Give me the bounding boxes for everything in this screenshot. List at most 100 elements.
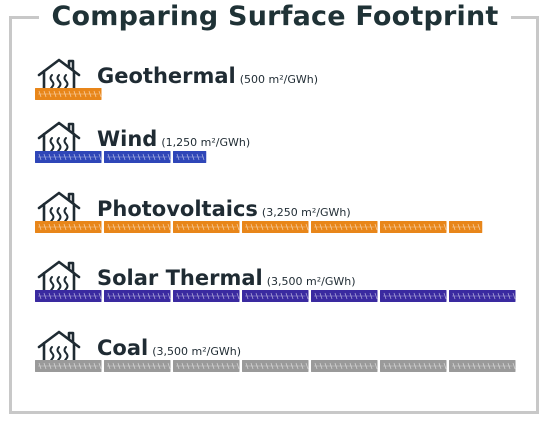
hatch-line (88, 362, 92, 370)
hatch-line (433, 223, 437, 231)
hatch-line (236, 223, 240, 231)
hatch-line (58, 153, 62, 161)
hatch-line (329, 362, 333, 370)
hatch-line (383, 223, 387, 231)
hatch-line (221, 223, 225, 231)
hatch-line (93, 292, 97, 300)
bar-segment (449, 360, 516, 372)
hatch-line (250, 292, 254, 300)
hatch-line (83, 153, 87, 161)
hatch-line (152, 153, 156, 161)
hatch-line (142, 292, 146, 300)
hatch-line (216, 292, 220, 300)
hatch-line (58, 292, 62, 300)
hatch-line (398, 362, 402, 370)
hatch-line (53, 153, 57, 161)
hatch-line (255, 223, 259, 231)
bar-segment-texture (314, 292, 378, 300)
hatch-line (275, 292, 279, 300)
hatch-line (231, 362, 235, 370)
hatch-line (88, 292, 92, 300)
bar-segment-texture (38, 292, 102, 300)
row-label: Wind (1,250 m²/GWh) (97, 127, 250, 151)
hatch-line (339, 292, 343, 300)
hatch-line (285, 362, 289, 370)
hatch-line (393, 292, 397, 300)
hatch-line (127, 153, 131, 161)
hatch-line (433, 292, 437, 300)
hatch-line (344, 362, 348, 370)
hatch-line (492, 292, 496, 300)
hatch-line (93, 223, 97, 231)
hatch-line (497, 292, 501, 300)
hatch-line (398, 223, 402, 231)
hatch-line (319, 223, 323, 231)
hatch-line (117, 153, 121, 161)
bar-segment (311, 360, 378, 372)
hatch-line (38, 292, 42, 300)
chart-title: Comparing Surface Footprint (39, 0, 511, 34)
hatch-line (364, 292, 368, 300)
bar-segment-fill (104, 151, 171, 163)
hatch-line (408, 362, 412, 370)
hatch-line (73, 362, 77, 370)
bar-segment (35, 151, 102, 163)
bar-segment-fill (311, 290, 378, 302)
hatch-line (58, 90, 62, 98)
hatch-line (98, 153, 102, 161)
hatch-line (403, 292, 407, 300)
hatch-line (349, 223, 353, 231)
hatch-line (48, 153, 52, 161)
hatch-line (260, 223, 264, 231)
hatch-line (78, 223, 82, 231)
hatch-line (83, 90, 87, 98)
hatch-line (467, 292, 471, 300)
hatch-line (374, 223, 378, 231)
bar-segment-fill (449, 290, 516, 302)
hatch-line (502, 292, 506, 300)
bar-segment (380, 221, 447, 233)
hatch-line (112, 292, 116, 300)
hatch-line (181, 362, 185, 370)
hatch-line (354, 292, 358, 300)
bar-segment (35, 88, 102, 100)
value-label: (500 m²/GWh) (239, 73, 319, 86)
bar-segment (449, 221, 483, 233)
value-label: (1,250 m²/GWh) (161, 136, 251, 149)
hatch-line (216, 223, 220, 231)
hatch-line (344, 223, 348, 231)
hatch-line (167, 292, 171, 300)
hatch-line (186, 362, 190, 370)
bar-segment (173, 290, 240, 302)
hatch-line (270, 362, 274, 370)
bar-segment-texture (176, 153, 205, 161)
bar-segment (449, 290, 516, 302)
hatch-line (260, 292, 264, 300)
hatch-line (354, 223, 358, 231)
hatch-line (176, 223, 180, 231)
hatch-line (285, 223, 289, 231)
hatch-line (211, 292, 215, 300)
house-heat-icon (37, 58, 81, 94)
bar-segment-texture (107, 223, 171, 231)
hatch-line (236, 362, 240, 370)
house-heat-icon (37, 330, 81, 366)
hatch-line (418, 292, 422, 300)
hatch-line (265, 362, 269, 370)
hatch-line (88, 153, 92, 161)
hatch-line (68, 223, 72, 231)
bar-segment-texture (314, 223, 378, 231)
hatch-line (231, 223, 235, 231)
hatch-line (477, 223, 481, 231)
hatch-line (418, 223, 422, 231)
hatch-line (43, 223, 47, 231)
hatch-line (462, 362, 466, 370)
hatch-line (93, 153, 97, 161)
hatch-line (186, 153, 190, 161)
hatch-line (477, 362, 481, 370)
hatch-line (423, 292, 427, 300)
row-label: Coal (3,500 m²/GWh) (97, 336, 241, 360)
hatch-line (452, 223, 456, 231)
hatch-line (334, 223, 338, 231)
hatch-line (206, 292, 210, 300)
